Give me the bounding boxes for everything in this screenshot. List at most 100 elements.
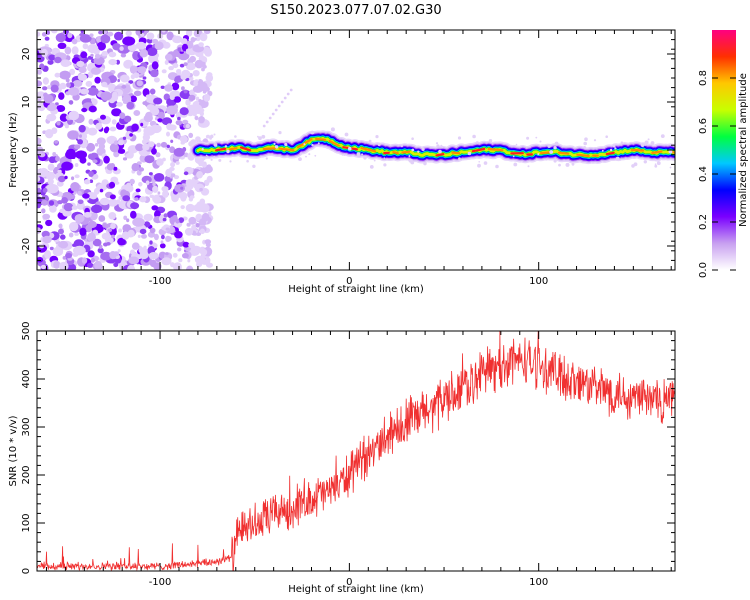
ridge-halo-dot <box>274 145 279 149</box>
ridge-halo-dot <box>308 153 311 156</box>
y-tick-label: 400 <box>21 369 32 388</box>
x-tick-label: 0 <box>346 577 352 588</box>
ridge-core <box>328 140 340 147</box>
ridge-halo-dot <box>278 131 282 135</box>
ridge-halo-dot <box>539 140 542 143</box>
ridge-core <box>451 151 461 155</box>
ridge-halo-dot <box>527 165 530 168</box>
ridge-halo-dot <box>303 143 306 146</box>
ridge-halo-dot <box>213 155 216 158</box>
ridge-halo-dot <box>477 163 481 168</box>
ridge-halo-dot <box>305 155 307 158</box>
ridge-halo-dot <box>202 157 206 161</box>
ridge-halo-dot <box>369 165 374 169</box>
ridge-halo-dot <box>210 134 213 137</box>
ridge-core <box>630 148 645 152</box>
ridge-halo-dot <box>347 146 352 151</box>
y-tick-label: 10 <box>21 96 32 109</box>
figure-title: S150.2023.077.07.02.G30 <box>270 3 441 18</box>
ridge-halo-dot <box>330 127 335 132</box>
ridge-halo-dot <box>258 136 262 141</box>
ridge-halo-dot <box>246 159 249 163</box>
colorbar-tick-label: 0.2 <box>698 214 709 230</box>
snr-plot-background <box>37 331 675 571</box>
ridge-halo-dot <box>218 158 222 162</box>
ridge-halo-dot <box>547 144 551 148</box>
ridge-halo-dot <box>647 138 650 141</box>
ridge-halo-dot <box>441 145 444 148</box>
colorbar-label: Normalized spectral amplitude <box>738 73 749 227</box>
ridge-halo-dot <box>583 141 587 146</box>
ridge-halo-dot <box>383 157 386 159</box>
snr-frame <box>36 330 676 572</box>
ridge-halo-dot <box>565 162 570 167</box>
y-tick-label: 0 <box>21 568 32 574</box>
ridge-halo-dot <box>643 160 647 164</box>
ridge-halo-dot <box>438 149 442 154</box>
ridge-halo-dot <box>583 146 586 149</box>
ridge-halo-dot <box>435 142 439 145</box>
ridge-halo-dot <box>605 135 608 138</box>
ridge-halo-dot <box>408 155 411 157</box>
ridge-halo-dot <box>361 153 364 156</box>
ridge-core <box>651 150 663 155</box>
snr-x-axis-label: Height of straight line (km) <box>288 584 424 595</box>
colorbar-tick-label: 0.6 <box>698 118 709 134</box>
y-tick-label: 200 <box>21 465 32 484</box>
colorbar-tick-label: 0.4 <box>698 166 709 182</box>
ridge-halo-dot <box>488 139 493 143</box>
ridge-halo-dot <box>668 149 673 154</box>
ridge-halo-dot <box>207 155 209 158</box>
ridge-halo-dot <box>515 143 518 146</box>
ridge-halo-dot <box>545 158 548 161</box>
ridge-halo-dot <box>669 166 672 169</box>
ridge-halo-dot <box>229 160 232 163</box>
snr-y-axis-label: SNR (10 * v/v) <box>8 415 19 486</box>
snr-panel: -100 0 100 0 100 200 300 400 500 Height of strai… <box>8 321 676 595</box>
x-tick-label: 0 <box>346 276 352 287</box>
ridge-halo-dot <box>408 158 413 163</box>
ridge-halo-dot <box>417 150 420 153</box>
colorbar: 0.0 0.2 0.4 0.6 0.8 Normalized spectral ampl… <box>698 30 749 278</box>
ridge-halo-dot <box>654 163 657 166</box>
ridge-core <box>471 147 486 153</box>
ridge-halo-dot <box>593 139 597 142</box>
ridge-halo-dot <box>299 152 303 155</box>
ridge-halo-dot <box>526 136 530 140</box>
ridge-core <box>360 147 377 153</box>
ridge-halo-dot <box>421 147 425 151</box>
ridge-halo-dot <box>513 162 518 167</box>
ridge-halo-dot <box>537 153 540 156</box>
ridge-halo-dot <box>204 161 207 164</box>
ridge-core <box>228 147 238 151</box>
ridge-halo-dot <box>373 159 376 162</box>
y-tick-label: 100 <box>21 513 32 532</box>
ridge-halo-dot <box>614 147 617 150</box>
ridge-halo-dot <box>226 149 230 154</box>
spectrogram-noise <box>37 30 293 270</box>
snr-plot-area <box>37 331 675 571</box>
ridge-halo-dot <box>317 142 320 145</box>
ridge-halo-dot <box>311 143 314 147</box>
ridge-halo-dot <box>363 156 367 160</box>
ridge-halo-dot <box>257 135 259 138</box>
ridge-halo-dot <box>261 134 266 139</box>
y-tick-label: 20 <box>21 48 32 61</box>
ridge-core <box>240 146 252 152</box>
ridge-core <box>487 147 504 152</box>
ridge-halo-dot <box>535 136 538 139</box>
ridge-halo-dot <box>467 151 472 156</box>
ridge-halo-dot <box>584 137 588 141</box>
ridge-core <box>576 153 590 158</box>
snr-ticks: -100 0 100 0 100 200 300 400 500 <box>21 321 675 588</box>
ridge-halo-dot <box>341 154 344 156</box>
ridge-core <box>315 137 327 141</box>
ridge-halo-dot <box>201 148 204 151</box>
ridge-halo-dot <box>549 150 554 154</box>
ridge-halo-dot <box>553 146 557 150</box>
ridge-halo-dot <box>478 161 481 163</box>
ridge-core <box>557 151 570 155</box>
